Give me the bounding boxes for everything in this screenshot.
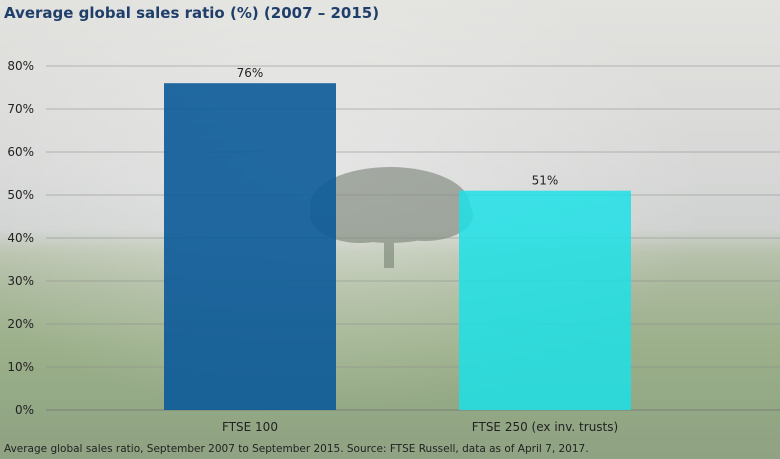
y-tick-label: 20%: [7, 317, 34, 331]
bar-ftse-100: [164, 83, 336, 410]
y-tick-label: 40%: [7, 231, 34, 245]
y-axis-ticks: 0% 10% 20% 30% 40% 50% 60% 70% 80%: [7, 59, 34, 417]
source-footnote: Average global sales ratio, September 20…: [4, 443, 589, 455]
data-label: 51%: [532, 174, 559, 188]
x-tick-label: FTSE 250 (ex inv. trusts): [472, 420, 618, 434]
y-tick-label: 50%: [7, 188, 34, 202]
chart-title: Average global sales ratio (%) (2007 – 2…: [4, 4, 380, 22]
y-tick-label: 80%: [7, 59, 34, 73]
y-tick-label: 30%: [7, 274, 34, 288]
gridlines: [46, 65, 780, 411]
y-tick-label: 70%: [7, 102, 34, 116]
bar-chart: 0% 10% 20% 30% 40% 50% 60% 70% 80% 76% 51% FTSE 1…: [7, 59, 780, 434]
x-axis-ticks: FTSE 100 FTSE 250 (ex inv. trusts): [222, 420, 618, 434]
y-tick-label: 60%: [7, 145, 34, 159]
bars: [164, 83, 631, 410]
bar-ftse-250: [459, 190, 631, 410]
y-tick-label: 10%: [7, 360, 34, 374]
data-label: 76%: [237, 66, 264, 80]
x-tick-label: FTSE 100: [222, 420, 278, 434]
y-tick-label: 0%: [15, 403, 34, 417]
data-labels: 76% 51%: [237, 66, 559, 188]
